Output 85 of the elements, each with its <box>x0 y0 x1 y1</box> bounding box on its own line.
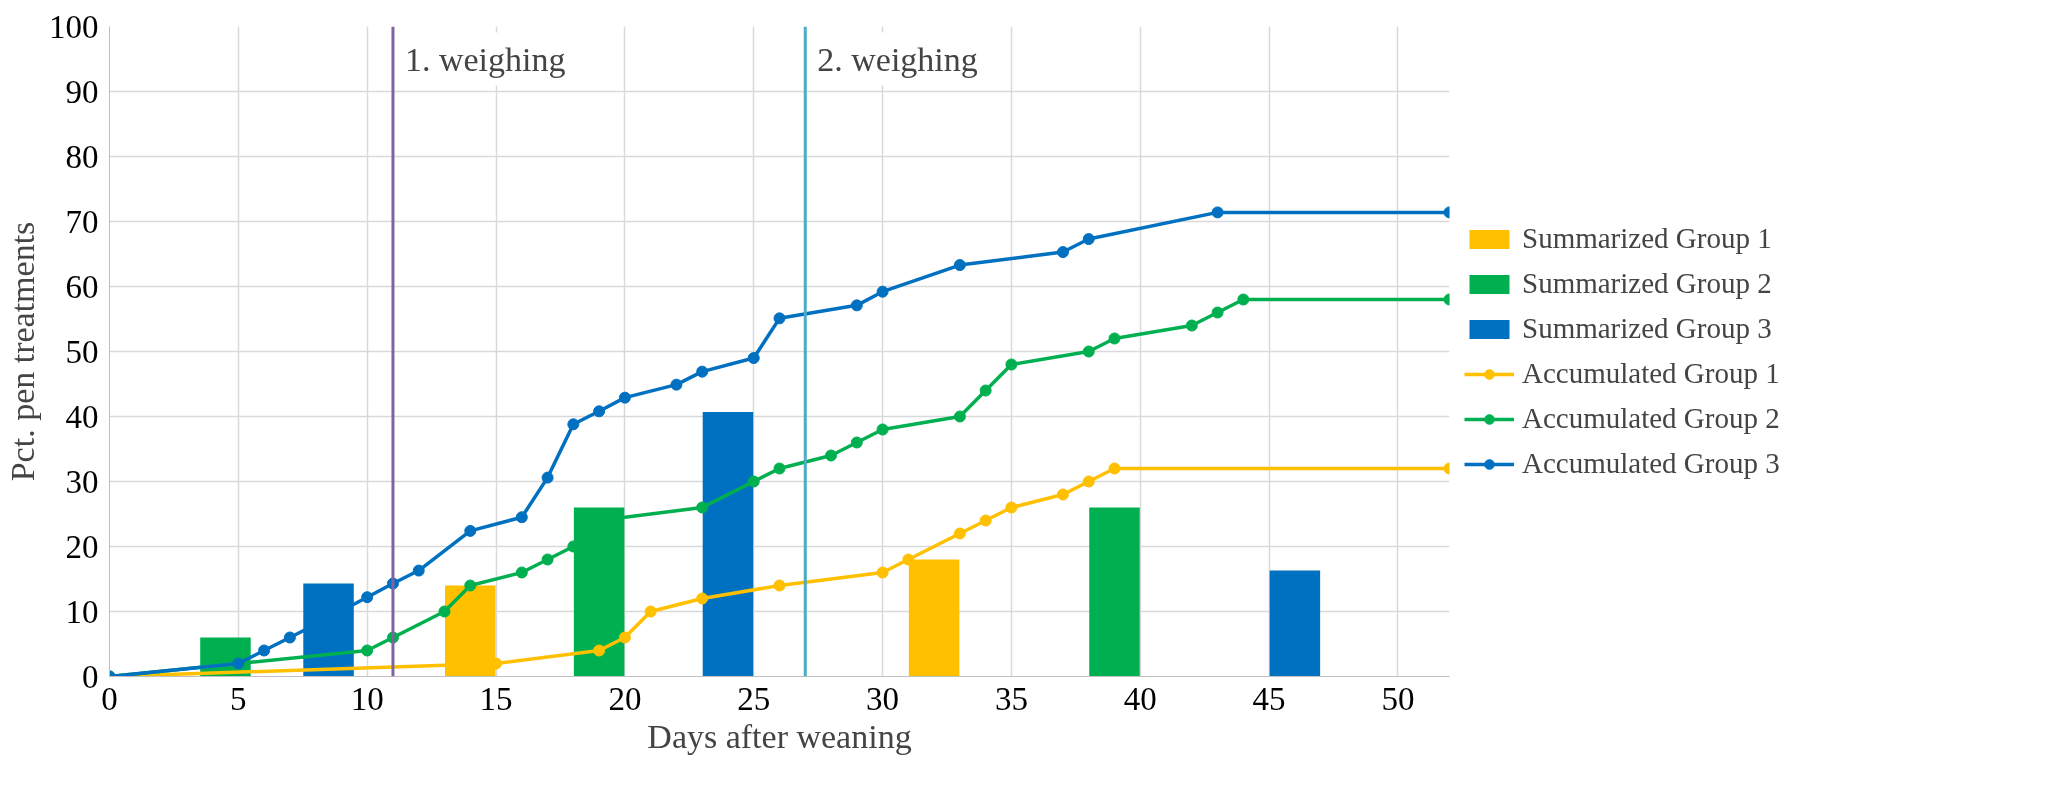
point <box>773 462 786 475</box>
y-tick-label: 80 <box>65 138 99 175</box>
point <box>876 423 889 436</box>
y-tick-label: 40 <box>65 398 99 435</box>
point <box>618 391 631 404</box>
point <box>1108 332 1121 345</box>
legend-label: Summarized Group 3 <box>1522 312 1772 345</box>
point <box>876 566 889 579</box>
ref-line-label: 1. weighing <box>404 40 566 78</box>
bar <box>702 411 754 677</box>
point <box>747 475 760 488</box>
legend-label: Summarized Group 1 <box>1522 222 1772 255</box>
point <box>825 449 838 462</box>
point <box>361 644 374 657</box>
point <box>644 605 657 618</box>
x-tick-label: 25 <box>737 680 771 717</box>
point <box>1108 462 1121 475</box>
y-tick-label: 20 <box>65 528 99 565</box>
point <box>1056 246 1069 259</box>
point <box>593 405 606 418</box>
x-tick-label: 50 <box>1381 680 1415 717</box>
point <box>1237 293 1250 306</box>
point <box>953 410 966 423</box>
y-axis-title: Pct. pen treatments <box>4 221 41 482</box>
bar <box>1269 570 1321 677</box>
point <box>773 312 786 325</box>
y-tick-label: 10 <box>65 593 99 630</box>
point <box>1005 358 1018 371</box>
point <box>412 564 425 577</box>
point <box>283 631 296 644</box>
point <box>1082 233 1095 246</box>
x-tick-label: 15 <box>479 680 513 717</box>
point <box>979 384 992 397</box>
point <box>515 566 528 579</box>
point <box>953 259 966 272</box>
point <box>1211 206 1224 219</box>
y-tick-label: 100 <box>49 8 99 45</box>
y-tick-label: 60 <box>65 268 99 305</box>
point <box>902 553 915 566</box>
point <box>1082 475 1095 488</box>
x-tick-label: 35 <box>994 680 1028 717</box>
point <box>1185 319 1198 332</box>
x-tick-label: 5 <box>230 680 247 717</box>
legend-label: Accumulated Group 3 <box>1522 447 1780 480</box>
point <box>1211 306 1224 319</box>
y-tick-label: 50 <box>65 333 99 370</box>
x-tick-label: 40 <box>1123 680 1157 717</box>
point <box>593 644 606 657</box>
point <box>850 436 863 449</box>
point <box>1082 345 1095 358</box>
point <box>876 285 889 298</box>
point <box>1056 488 1069 501</box>
point <box>361 591 374 604</box>
point <box>850 299 863 312</box>
point <box>773 579 786 592</box>
legend-label: Summarized Group 2 <box>1522 267 1772 300</box>
point <box>696 365 709 378</box>
point <box>696 501 709 514</box>
x-tick-label: 30 <box>866 680 900 717</box>
point <box>464 579 477 592</box>
point <box>979 514 992 527</box>
point <box>747 352 760 364</box>
legend-label: Accumulated Group 1 <box>1522 357 1780 390</box>
y-tick-label: 30 <box>65 463 99 500</box>
x-tick-label: 10 <box>350 680 384 717</box>
x-tick-label: 45 <box>1252 680 1286 717</box>
legend-label: Accumulated Group 2 <box>1522 402 1780 435</box>
point <box>438 605 451 618</box>
ref-line-label: 2. weighing <box>817 40 978 78</box>
point <box>953 527 966 540</box>
point <box>541 471 554 484</box>
point <box>464 524 477 537</box>
y-tick-label: 70 <box>65 203 99 240</box>
point <box>618 631 631 644</box>
y-tick-label: 90 <box>65 73 99 110</box>
point <box>696 592 709 605</box>
point <box>258 644 271 657</box>
point <box>670 378 683 391</box>
point <box>541 553 554 566</box>
x-tick-label: 20 <box>608 680 642 717</box>
point <box>1005 501 1018 514</box>
point <box>567 418 580 431</box>
x-axis-title: Days after weaning <box>647 717 912 755</box>
point <box>515 511 528 524</box>
bar <box>1089 507 1140 677</box>
